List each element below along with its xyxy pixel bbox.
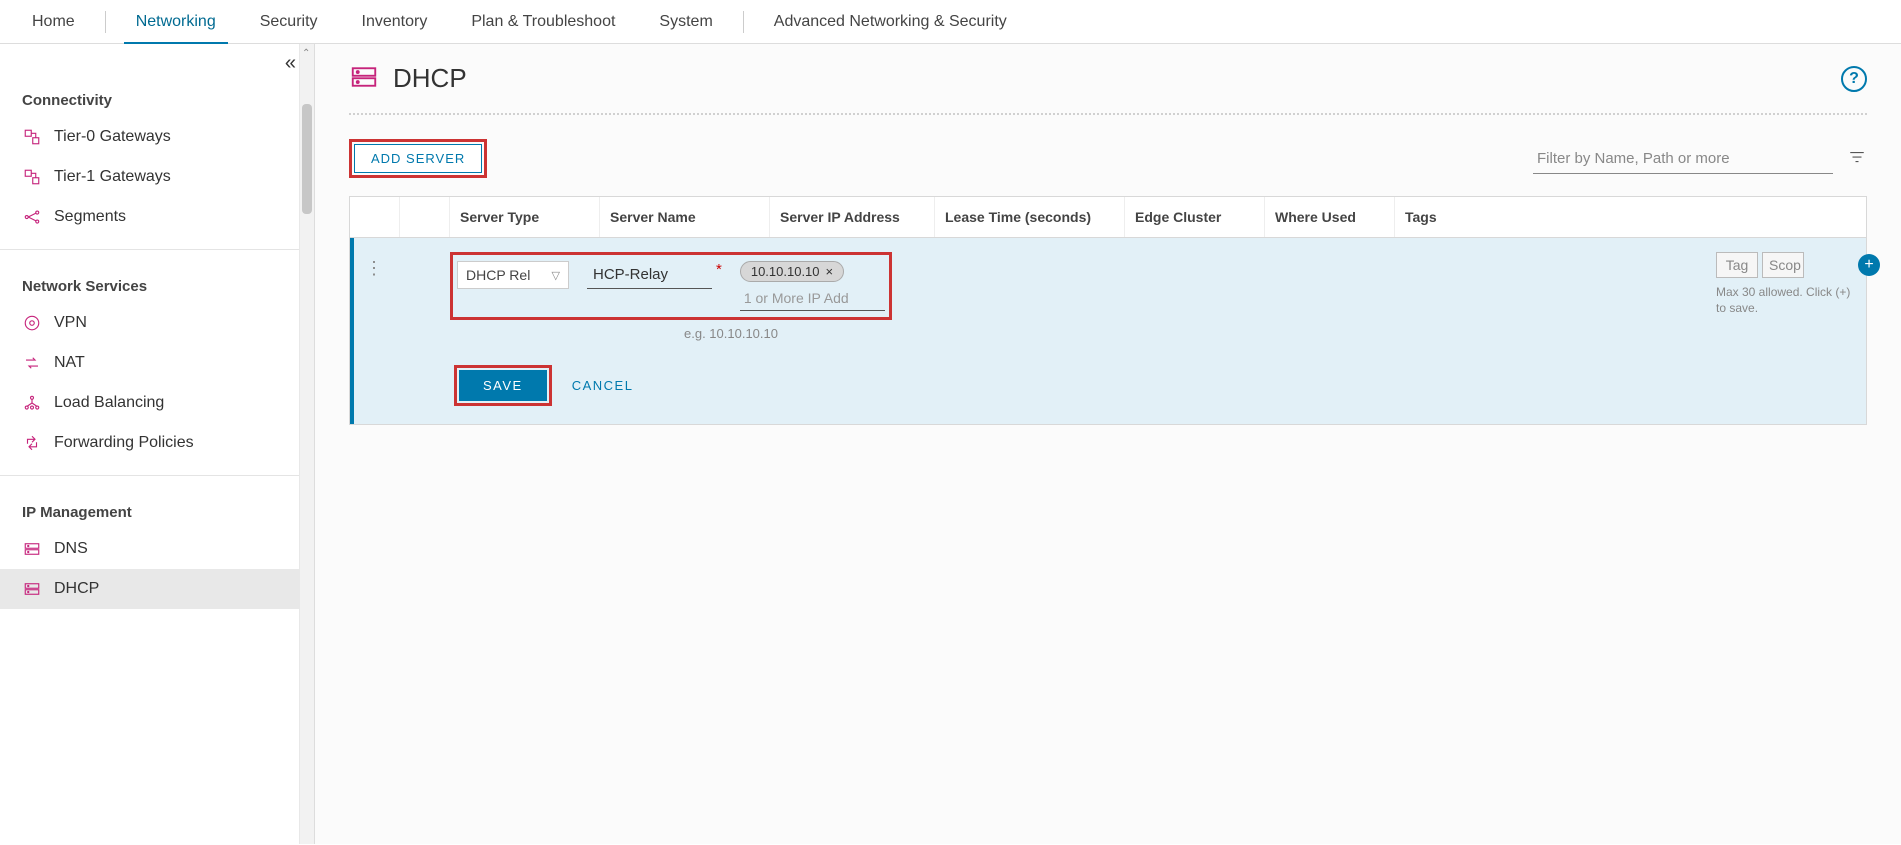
table-row-editing: ⋮ DHCP Rel ▽ * 10.10.1 (350, 238, 1866, 424)
action-row: SAVE CANCEL (454, 365, 1866, 406)
top-navigation: Home Networking Security Inventory Plan … (0, 0, 1901, 44)
sidebar-item-label: Segments (54, 208, 126, 226)
sidebar-item-nat[interactable]: NAT (0, 343, 299, 383)
highlight-add-server: ADD SERVER (349, 139, 487, 178)
section-title-network-services: Network Services (0, 262, 299, 303)
dhcp-table: Server Type Server Name Server IP Addres… (349, 196, 1867, 425)
section-divider (0, 475, 299, 476)
dhcp-icon (22, 579, 42, 599)
sidebar-item-label: VPN (54, 314, 87, 332)
table-header: Server Type Server Name Server IP Addres… (350, 197, 1866, 238)
sidebar-item-label: DNS (54, 540, 88, 558)
save-button[interactable]: SAVE (459, 370, 547, 401)
sidebar-item-label: Tier-0 Gateways (54, 128, 171, 146)
tier-gateway-icon (22, 167, 42, 187)
remove-ip-icon[interactable]: × (826, 264, 834, 279)
sidebar-item-vpn[interactable]: VPN (0, 303, 299, 343)
scroll-up-icon[interactable]: ⌃ (302, 48, 310, 59)
tag-note: Max 30 allowed. Click (+) to save. (1716, 284, 1856, 316)
sidebar-item-label: Tier-1 Gateways (54, 168, 171, 186)
sidebar-item-label: Load Balancing (54, 394, 164, 412)
server-type-select[interactable]: DHCP Rel ▽ (457, 261, 569, 289)
section-divider (0, 249, 299, 250)
col-menu (350, 197, 400, 237)
server-type-value: DHCP Rel (466, 267, 530, 283)
tier-gateway-icon (22, 127, 42, 147)
col-where-used: Where Used (1265, 197, 1395, 237)
collapse-sidebar-icon[interactable]: « (285, 52, 296, 75)
vpn-icon (22, 313, 42, 333)
help-icon[interactable]: ? (1841, 66, 1867, 92)
server-name-input[interactable] (587, 261, 712, 289)
toolbar: ADD SERVER (349, 133, 1867, 196)
tab-plan-troubleshoot[interactable]: Plan & Troubleshoot (449, 0, 637, 44)
chevron-down-icon: ▽ (552, 269, 560, 282)
filter-icon[interactable] (1847, 148, 1867, 169)
col-server-type: Server Type (450, 197, 600, 237)
dhcp-page-icon (349, 62, 379, 95)
ip-chip-value: 10.10.10.10 (751, 264, 820, 279)
sidebar-scrollbar[interactable]: ⌃ (300, 44, 314, 844)
tab-security[interactable]: Security (238, 0, 340, 44)
sidebar-item-tier0-gateways[interactable]: Tier-0 Gateways (0, 117, 299, 157)
scope-input[interactable]: Scop (1762, 252, 1804, 278)
tab-networking[interactable]: Networking (114, 0, 238, 44)
sidebar-item-label: DHCP (54, 580, 99, 598)
col-expand (400, 197, 450, 237)
col-lease-time: Lease Time (seconds) (935, 197, 1125, 237)
tag-input[interactable]: Tag (1716, 252, 1758, 278)
sidebar-item-label: NAT (54, 354, 85, 372)
cancel-button[interactable]: CANCEL (572, 378, 634, 393)
required-indicator: * (716, 261, 722, 278)
sidebar-item-segments[interactable]: Segments (0, 197, 299, 237)
tab-inventory[interactable]: Inventory (340, 0, 450, 44)
add-server-button[interactable]: ADD SERVER (354, 144, 482, 173)
col-server-ip: Server IP Address (770, 197, 935, 237)
ip-hint: e.g. 10.10.10.10 (684, 326, 1866, 341)
ip-chip[interactable]: 10.10.10.10 × (740, 261, 844, 282)
load-balance-icon (22, 393, 42, 413)
tab-home[interactable]: Home (10, 0, 97, 44)
sidebar-item-load-balancing[interactable]: Load Balancing (0, 383, 299, 423)
page-title: DHCP (393, 63, 467, 94)
main-content: DHCP ? ADD SERVER Server Type Server Nam… (315, 44, 1901, 844)
tags-cell: Tag Scop + Max 30 allowed. Click (+) to … (1716, 252, 1866, 316)
highlight-save: SAVE (454, 365, 552, 406)
section-title-connectivity: Connectivity (0, 76, 299, 117)
sidebar-item-dns[interactable]: DNS (0, 529, 299, 569)
sidebar-item-tier1-gateways[interactable]: Tier-1 Gateways (0, 157, 299, 197)
row-menu-icon[interactable]: ⋮ (354, 252, 394, 279)
filter-input[interactable] (1533, 144, 1833, 174)
section-title-ip-management: IP Management (0, 488, 299, 529)
sidebar-item-dhcp[interactable]: DHCP (0, 569, 299, 609)
sidebar-item-label: Forwarding Policies (54, 434, 194, 452)
segments-icon (22, 207, 42, 227)
sidebar: « Connectivity Tier-0 Gateways Tier-1 Ga… (0, 44, 315, 844)
forward-icon (22, 433, 42, 453)
nav-divider (743, 11, 744, 33)
tab-advanced-networking[interactable]: Advanced Networking & Security (752, 0, 1029, 44)
add-tag-icon[interactable]: + (1858, 254, 1880, 276)
col-edge-cluster: Edge Cluster (1125, 197, 1265, 237)
ip-address-input[interactable] (740, 286, 885, 311)
highlight-inputs: DHCP Rel ▽ * 10.10.10.10 × (450, 252, 892, 320)
col-server-name: Server Name (600, 197, 770, 237)
nat-icon (22, 353, 42, 373)
tab-system[interactable]: System (637, 0, 734, 44)
scroll-thumb[interactable] (302, 104, 312, 214)
nav-divider (105, 11, 106, 33)
col-tags: Tags (1395, 197, 1866, 237)
page-header: DHCP ? (349, 62, 1867, 115)
sidebar-item-forwarding-policies[interactable]: Forwarding Policies (0, 423, 299, 463)
dns-icon (22, 539, 42, 559)
